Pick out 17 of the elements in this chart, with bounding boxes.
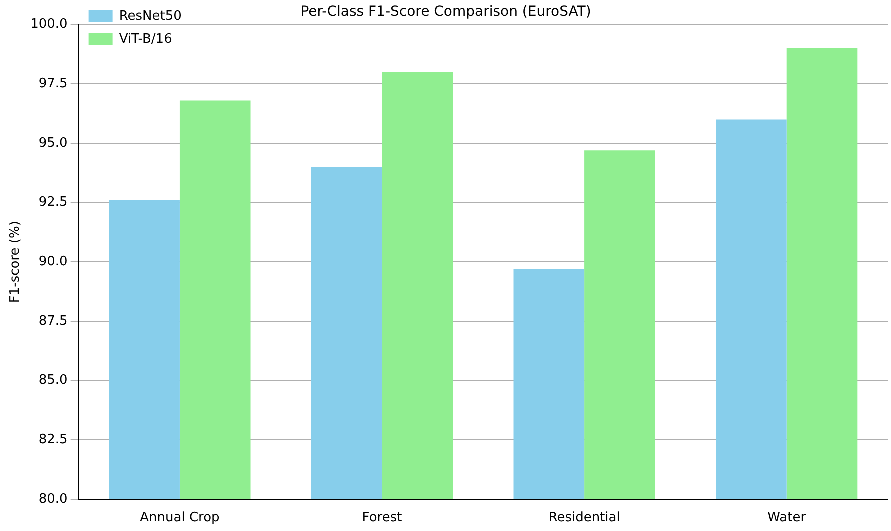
y-tick-label: 80.0 [38,492,68,507]
legend-label: ResNet50 [119,8,182,24]
y-tick-label: 85.0 [38,373,68,388]
x-tick-label: Annual Crop [140,510,220,526]
y-tick-label: 97.5 [38,76,68,92]
y-tick-label: 90.0 [38,254,68,270]
chart-title: Per-Class F1-Score Comparison (EuroSAT) [300,4,592,20]
x-tick-label: Water [768,510,807,526]
y-tick-label: 100.0 [30,17,68,32]
y-tick-label: 92.5 [38,195,68,210]
y-tick-label: 95.0 [38,136,68,151]
y-tick-label: 82.5 [38,432,68,448]
y-tick-label: 87.5 [38,314,68,329]
x-tick-label: Forest [362,510,402,526]
y-axis-title: F1-score (%) [8,221,24,304]
x-tick-label: Residential [548,510,620,526]
legend-label: ViT-B/16 [119,32,172,47]
